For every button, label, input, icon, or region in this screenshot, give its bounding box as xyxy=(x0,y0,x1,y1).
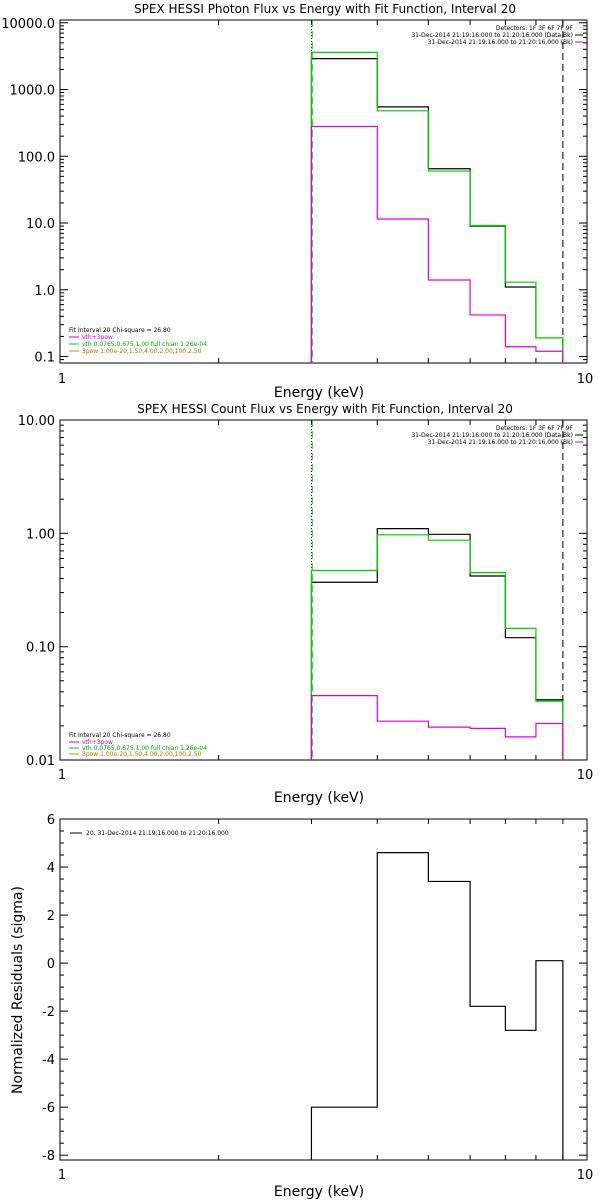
legend-fit-interval: Fit Interval 20 Chi-square = 26.80 xyxy=(69,732,171,739)
residuals-series xyxy=(310,852,564,1160)
legend-background: 31-Dec-2014 21:19:16.000 to 21:20:16.000… xyxy=(428,439,573,446)
residuals-legend: 20. 31-Dec-2014 21:19:16.000 to 21:20:16… xyxy=(70,830,229,837)
count-flux-ytick-label: 0.01 xyxy=(26,754,55,769)
photon-flux-legend-bottom-left: Fit Interval 20 Chi-square = 26.80 vth+3… xyxy=(69,327,207,355)
photon-flux-series xyxy=(310,51,564,363)
legend-fit-interval: Fit Interval 20 Chi-square = 26.80 xyxy=(69,327,171,334)
count-flux-title: SPEX HESSI Count Flux vs Energy with Fit… xyxy=(137,402,513,416)
photon-flux-x-axis-label: Energy (keV) xyxy=(274,385,364,401)
photon-flux-panel: SPEX HESSI Photon Flux vs Energy with Fi… xyxy=(1,2,593,401)
residuals-ytick-label: 0 xyxy=(47,957,55,972)
legend-vth3pow: vth+3pow xyxy=(82,739,113,746)
count-flux-x-ticks xyxy=(218,420,564,760)
photon-flux-xtick-label-10: 10 xyxy=(577,372,594,387)
photon-flux-y-ticks: 10000.0 1000.0 100.0 10.0 1.0 0.1 xyxy=(1,17,587,366)
legend-detectors: Detectors: 1F 3F 6F 7F 9F xyxy=(496,25,574,32)
count-flux-series-magenta xyxy=(310,695,564,760)
count-flux-plot-frame xyxy=(59,419,588,761)
photon-flux-ytick-label: 1.0 xyxy=(34,284,55,299)
legend-data-minus-bk: 31-Dec-2014 21:19:16.000 to 21:20:16.000… xyxy=(411,432,573,439)
residuals-y-ticks: 6 4 2 0 -2 -4 -6 -8 xyxy=(42,813,587,1164)
residuals-legend-interval: 20. 31-Dec-2014 21:19:16.000 to 21:20:16… xyxy=(86,830,229,837)
photon-flux-series-black xyxy=(310,58,564,363)
residuals-y-axis-label: Normalized Residuals (sigma) xyxy=(10,886,26,1094)
photon-flux-ytick-label: 100.0 xyxy=(18,150,55,165)
count-flux-y-ticks: 10.00 1.00 0.10 0.01 xyxy=(18,414,587,769)
count-flux-series-green xyxy=(310,534,564,760)
residuals-panel: 6 4 2 0 -2 -4 -6 -8 1 10 Energy (keV) Normalize… xyxy=(10,813,593,1200)
count-flux-ytick-label: 10.00 xyxy=(18,414,55,429)
count-flux-energy-range-markers xyxy=(310,420,564,760)
residuals-xtick-label-10: 10 xyxy=(577,1168,594,1183)
residuals-ytick-label: 6 xyxy=(47,813,55,828)
legend-detectors: Detectors: 1F 3F 6F 7F 9F xyxy=(496,425,574,432)
count-flux-legend-top-right: Detectors: 1F 3F 6F 7F 9F 31-Dec-2014 21… xyxy=(411,425,583,446)
photon-flux-ytick-label: 10.0 xyxy=(26,217,55,232)
photon-flux-xtick-label-1: 1 xyxy=(58,372,66,387)
legend-3pow: 3pow 1.00e-20,1.50,4.00,2.00,100,2.50 xyxy=(82,751,202,758)
residuals-plot-frame xyxy=(59,818,588,1161)
photon-flux-x-ticks xyxy=(218,20,564,363)
residuals-xtick-label-1: 1 xyxy=(58,1168,66,1183)
residuals-ytick-label: -8 xyxy=(42,1149,55,1164)
residuals-ytick-label: -2 xyxy=(42,1005,55,1020)
legend-data-minus-bk: 31-Dec-2014 21:19:16.000 to 21:20:16.000… xyxy=(411,32,573,39)
count-flux-legend-bottom-left: Fit Interval 20 Chi-square = 26.80 vth+3… xyxy=(69,732,207,758)
photon-flux-ytick-label: 1000.0 xyxy=(10,84,56,99)
legend-background: 31-Dec-2014 21:19:16.000 to 21:20:16.000… xyxy=(428,39,573,46)
legend-vth: vth 0.0765,0.675,1.00 full chian 1.26e-0… xyxy=(82,341,207,348)
count-flux-panel: SPEX HESSI Count Flux vs Energy with Fit… xyxy=(18,402,593,806)
count-flux-ytick-label: 1.00 xyxy=(26,527,55,542)
residuals-x-ticks xyxy=(218,819,564,1160)
residuals-ytick-label: 2 xyxy=(47,909,55,924)
count-flux-x-axis-label: Energy (keV) xyxy=(274,790,364,806)
photon-flux-plot-frame xyxy=(59,19,588,364)
count-flux-ytick-label: 0.10 xyxy=(26,641,55,656)
count-flux-series-black xyxy=(310,528,564,760)
residuals-ytick-label: 4 xyxy=(47,861,55,876)
photon-flux-ytick-label: 10000.0 xyxy=(1,17,55,32)
photon-flux-series-magenta xyxy=(310,125,564,363)
photon-flux-title: SPEX HESSI Photon Flux vs Energy with Fi… xyxy=(134,2,516,16)
residuals-ytick-label: -6 xyxy=(42,1101,55,1116)
photon-flux-legend-top-right: Detectors: 1F 3F 6F 7F 9F 31-Dec-2014 21… xyxy=(411,25,583,46)
residuals-ytick-label: -4 xyxy=(42,1053,55,1068)
count-flux-xtick-label-1: 1 xyxy=(58,768,66,783)
count-flux-xtick-label-10: 10 xyxy=(577,768,594,783)
residuals-series-black xyxy=(310,852,564,1160)
photon-flux-ytick-label: 0.1 xyxy=(34,351,55,366)
legend-vth: vth 0.0765,0.675,1.00 full chian 1.26e-0… xyxy=(82,745,207,752)
photon-flux-series-green xyxy=(310,51,564,363)
legend-vth3pow: vth+3pow xyxy=(82,334,113,341)
legend-3pow: 3pow 1.00e-20,1.50,4.00,2.00,100,2.50 xyxy=(82,348,202,355)
photon-flux-energy-range-markers xyxy=(310,20,564,363)
residuals-x-axis-label: Energy (keV) xyxy=(274,1184,364,1200)
count-flux-series xyxy=(310,528,564,760)
